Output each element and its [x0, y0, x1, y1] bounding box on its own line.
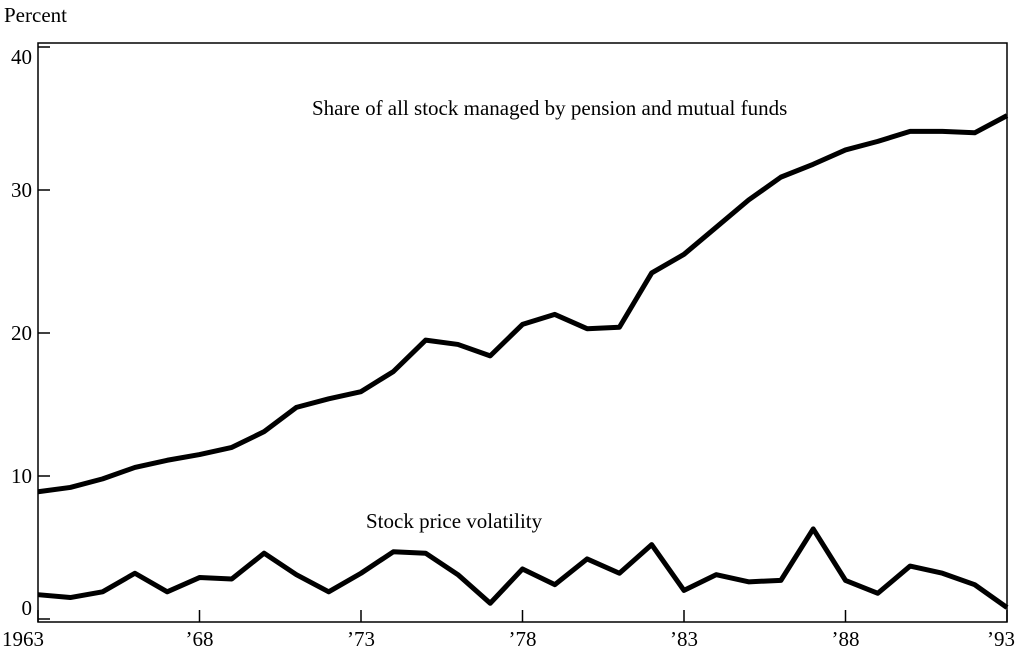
x-tick-label: ’93 [987, 627, 1015, 651]
y-tick-label: 40 [11, 45, 32, 69]
x-tick-label: 1963 [2, 627, 44, 651]
plot-frame [37, 42, 1008, 623]
x-tick-label: ’83 [670, 627, 698, 651]
x-tick-label: ’78 [509, 627, 537, 651]
y-tick-label: 30 [11, 178, 32, 202]
series-line [37, 113, 1009, 495]
x-tick-label: ’68 [186, 627, 214, 651]
x-tick-label: ’73 [347, 627, 375, 651]
y-tick-label: 20 [11, 321, 32, 345]
x-tick-label: ’88 [832, 627, 860, 651]
series-label: Share of all stock managed by pension an… [312, 96, 787, 120]
y-tick-label: 10 [11, 464, 32, 488]
series-line [37, 526, 1009, 610]
y-tick-label: 0 [22, 596, 33, 620]
series-label: Stock price volatility [366, 509, 543, 533]
y-axis-label: Percent [4, 3, 67, 27]
